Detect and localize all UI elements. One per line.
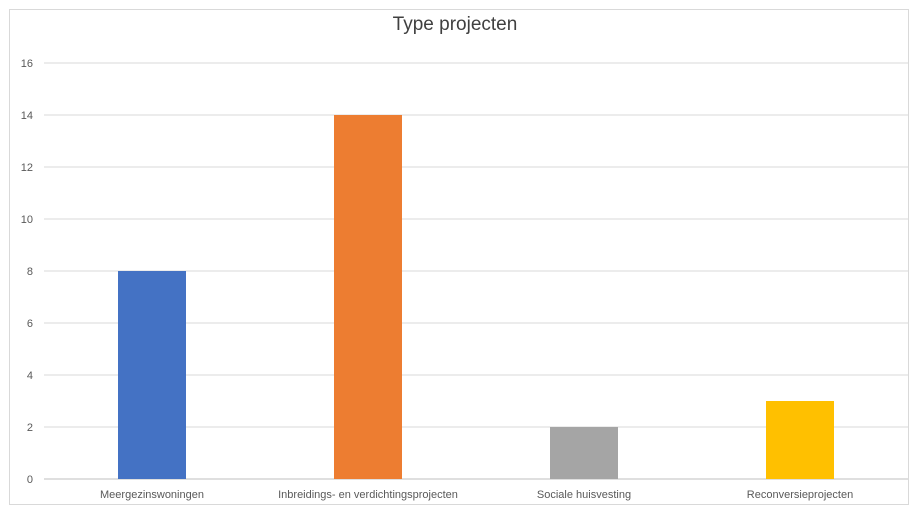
y-tick-label: 10: [21, 214, 33, 226]
y-tick-label: 8: [27, 266, 33, 278]
x-category-label: Inbreidings- en verdichtingsprojecten: [278, 489, 458, 501]
y-tick-label: 14: [21, 110, 33, 122]
y-tick-label: 12: [21, 162, 33, 174]
bar: [118, 271, 186, 479]
y-tick-label: 4: [27, 370, 33, 382]
bar: [766, 401, 834, 479]
bar: [550, 427, 618, 479]
chart-title: Type projecten: [392, 14, 518, 35]
bar: [334, 115, 402, 479]
y-tick-label: 16: [21, 58, 33, 70]
y-tick-label: 0: [27, 474, 33, 486]
x-category-label: Sociale huisvesting: [537, 489, 631, 501]
y-tick-label: 2: [27, 422, 33, 434]
y-tick-label: 6: [27, 318, 33, 330]
x-category-label: Meergezinswoningen: [100, 489, 204, 501]
x-category-label: Reconversieprojecten: [747, 489, 853, 501]
